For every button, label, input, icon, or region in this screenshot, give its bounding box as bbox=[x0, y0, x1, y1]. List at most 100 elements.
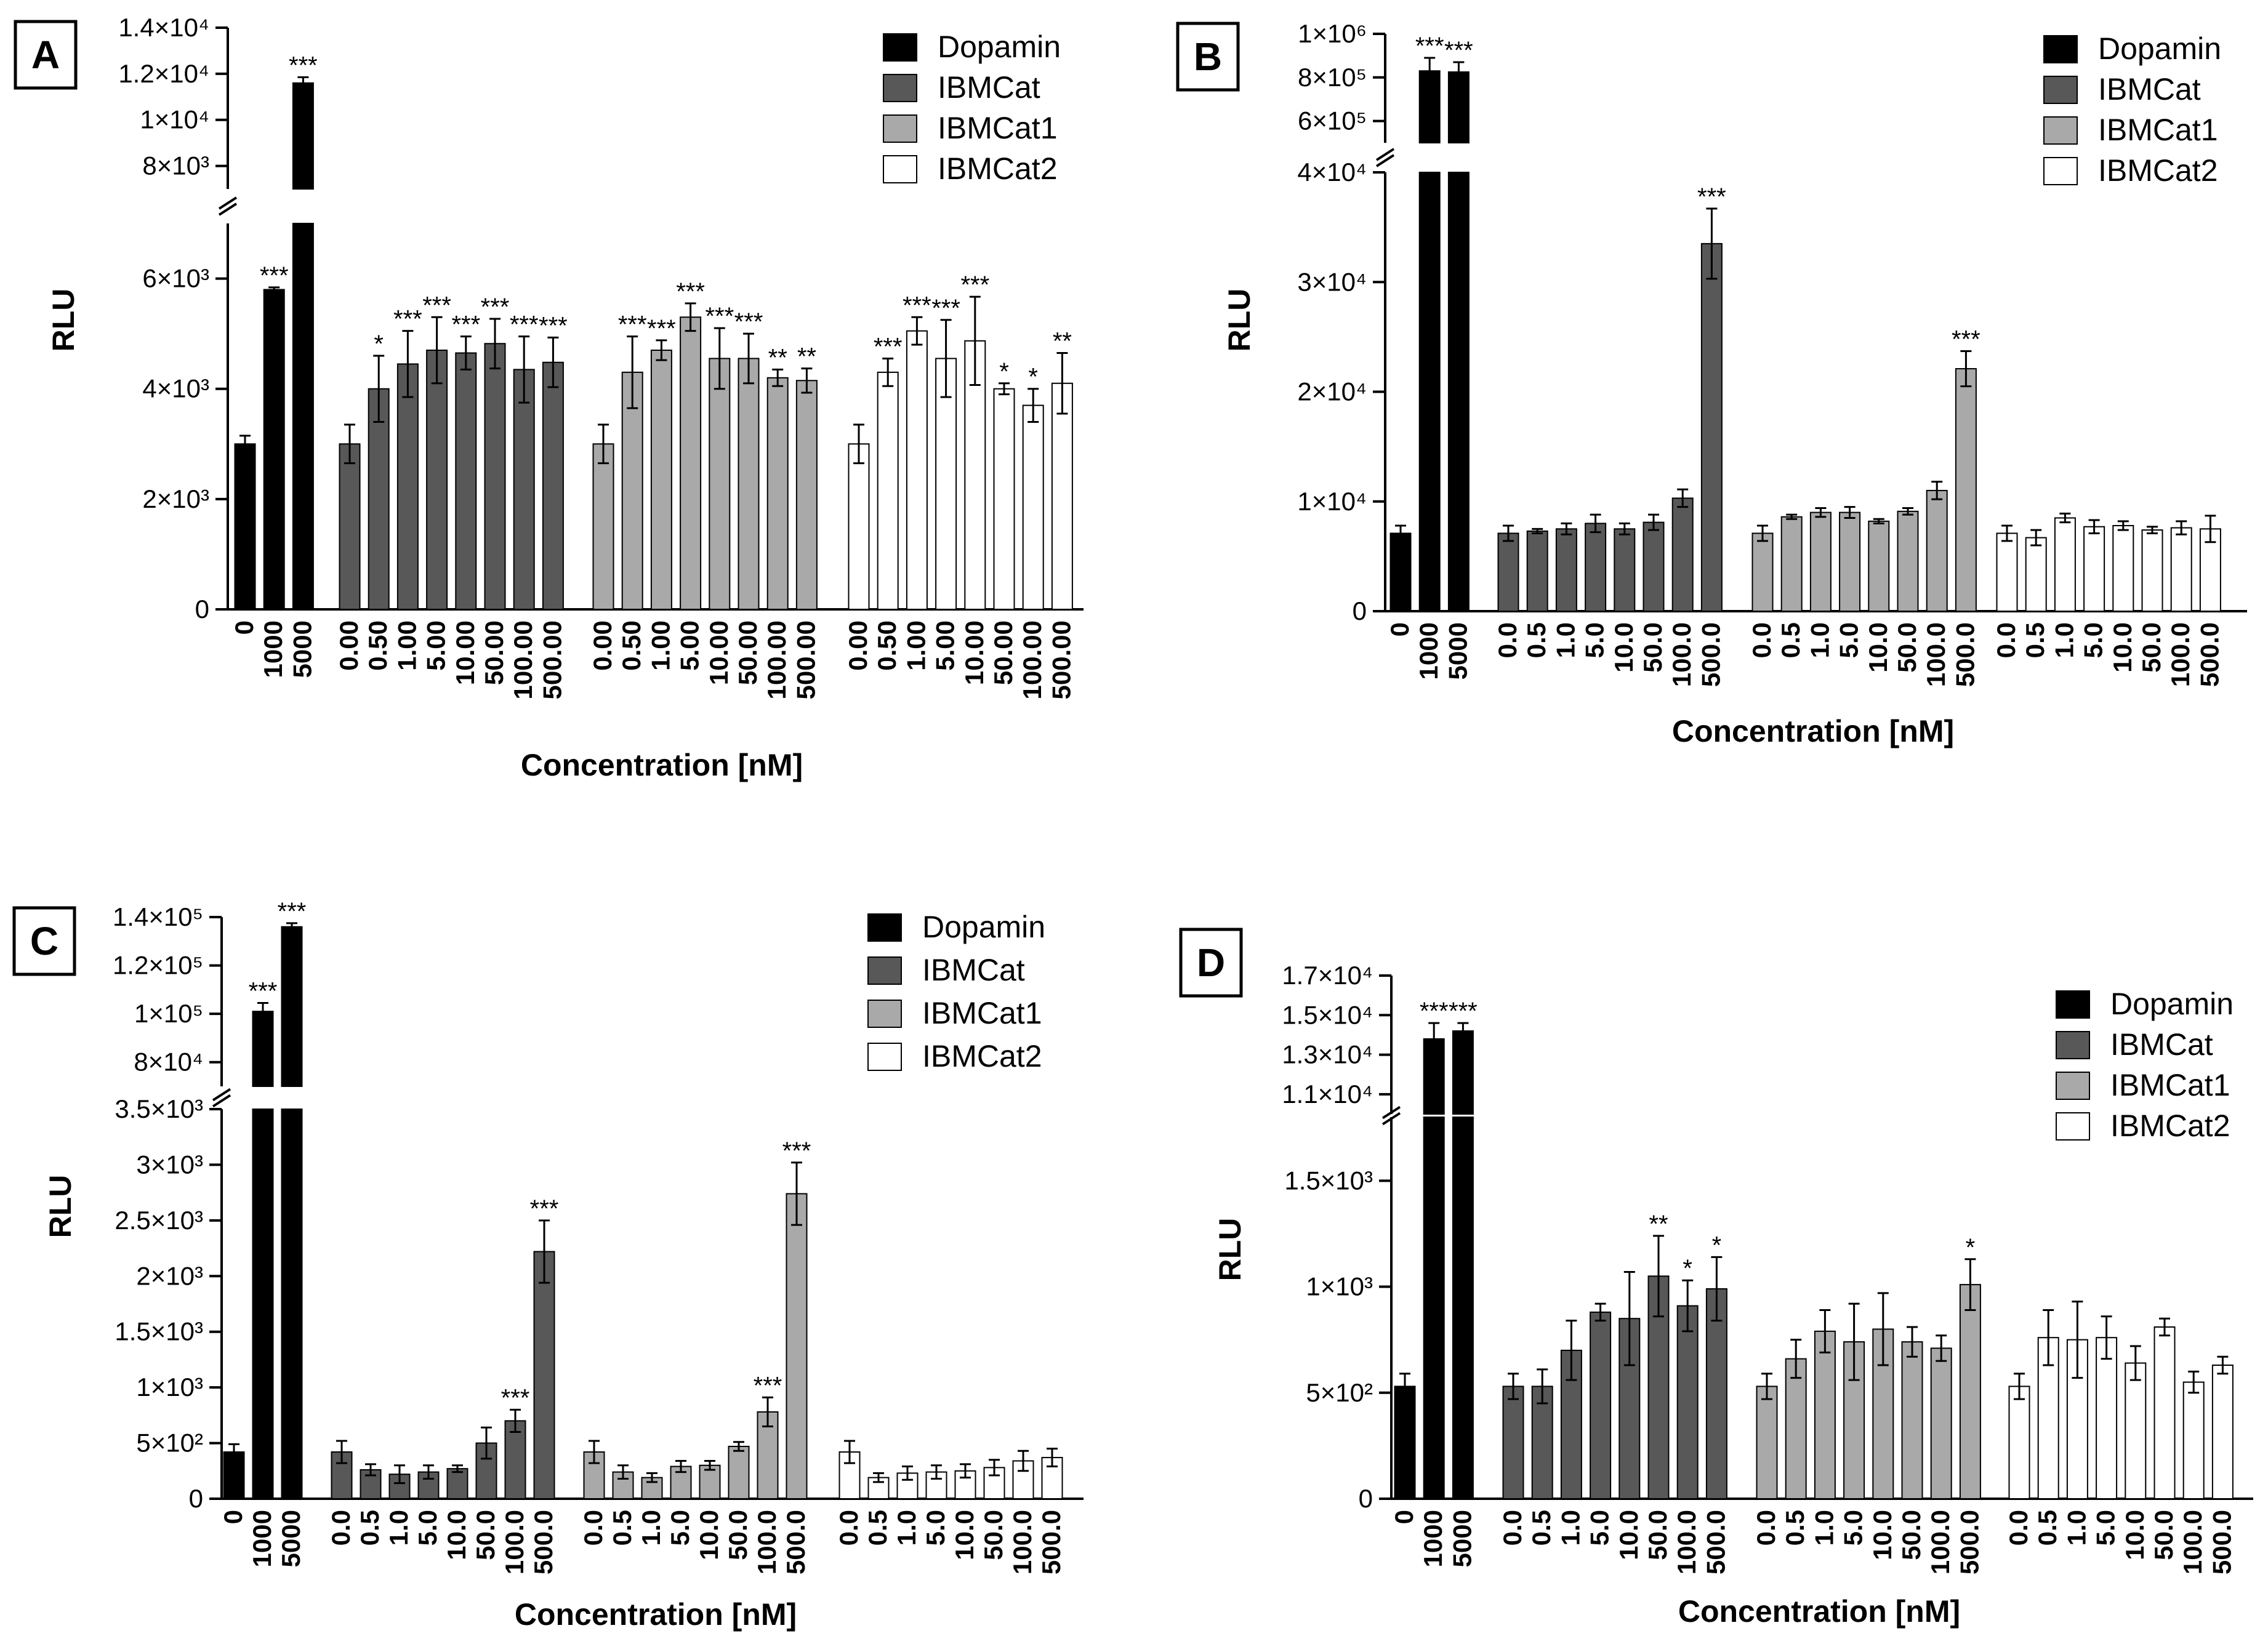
error-bar bbox=[452, 1464, 463, 1474]
bar bbox=[2008, 1385, 2030, 1499]
x-tick-label: 100.00 bbox=[509, 620, 537, 699]
x-tick-label: 1.00 bbox=[392, 620, 421, 671]
x-tick-label: 0.00 bbox=[843, 620, 872, 671]
error-bar bbox=[791, 1161, 802, 1226]
error-bar bbox=[1566, 1320, 1577, 1381]
error-bar bbox=[1453, 61, 1465, 83]
bar bbox=[2083, 526, 2105, 612]
bar-group-dopamin: 0 *** 1000 *** 5000 bbox=[1389, 998, 1478, 1567]
significance-stars: *** bbox=[451, 311, 480, 339]
error-bar bbox=[2176, 520, 2187, 535]
axis-break-mark bbox=[1375, 148, 1395, 161]
x-tick-label: 0.5 bbox=[1527, 1510, 1556, 1546]
y-tick-label: 1.4×10⁴ bbox=[118, 13, 209, 42]
y-tick-label: 1×10⁴ bbox=[140, 105, 209, 134]
panel-label-box bbox=[1176, 22, 1240, 92]
bar bbox=[1780, 516, 1803, 612]
significance-stars: *** bbox=[618, 311, 647, 339]
bar bbox=[1022, 404, 1044, 610]
x-tick-label: 5.0 bbox=[1839, 1510, 1868, 1546]
panel-label-box bbox=[12, 906, 76, 976]
x-tick-label: 1.0 bbox=[1551, 622, 1580, 658]
significance-stars: * bbox=[1712, 1232, 1722, 1259]
bar bbox=[2112, 524, 2134, 612]
bar bbox=[766, 377, 789, 610]
error-bar bbox=[685, 302, 696, 332]
y-tick-label: 0 bbox=[189, 1484, 203, 1513]
bar bbox=[2153, 1326, 2176, 1499]
x-tick-label: 10.0 bbox=[2120, 1510, 2149, 1560]
bar bbox=[1671, 497, 1694, 612]
legend-entry: IBMCat1 bbox=[938, 111, 1058, 145]
bar bbox=[738, 358, 760, 610]
error-bar bbox=[1844, 506, 1856, 519]
bar bbox=[1418, 172, 1441, 612]
error-bar bbox=[853, 423, 864, 465]
x-tick-label: 0.0 bbox=[1751, 1510, 1780, 1546]
legend-swatch bbox=[867, 1043, 902, 1071]
x-tick-label: 0 bbox=[230, 620, 259, 635]
x-tick-label: 0.0 bbox=[579, 1510, 608, 1546]
x-tick-label: 1.0 bbox=[1809, 1510, 1838, 1546]
bar bbox=[1614, 528, 1636, 612]
legend-entry: IBMCat2 bbox=[938, 151, 1058, 186]
bar bbox=[1756, 1385, 1778, 1499]
bar bbox=[1955, 368, 1977, 612]
significance-stars: *** bbox=[1952, 326, 1980, 353]
legend-entry: IBMCat bbox=[2098, 72, 2201, 106]
bar bbox=[263, 289, 285, 610]
bar bbox=[935, 358, 957, 610]
significance-stars: *** bbox=[931, 295, 960, 322]
error-bar bbox=[617, 1464, 629, 1480]
x-tick-label: 10.0 bbox=[950, 1510, 979, 1560]
error-bar bbox=[228, 1443, 239, 1461]
y-tick-label: 2×10³ bbox=[142, 484, 209, 513]
axis-break-mark bbox=[1375, 154, 1395, 167]
x-tick-label: 0.5 bbox=[863, 1510, 892, 1546]
y-tick-label: 2×10⁴ bbox=[1297, 377, 1367, 406]
chart-panel-b: B 0 1×10⁴ 2×10⁴ 3×10⁴ 4×10⁴ 6×10⁵ 8×10⁵ 1×10⁶ RLU… bbox=[1176, 19, 2247, 748]
x-tick-label: 0.5 bbox=[1776, 622, 1805, 658]
x-tick-label: 5000 bbox=[1447, 1510, 1476, 1567]
x-tick-label: 100.00 bbox=[762, 620, 791, 699]
error-bar bbox=[373, 355, 385, 423]
x-tick-label: 10.0 bbox=[1614, 1510, 1643, 1560]
significance-stars: *** bbox=[903, 292, 931, 319]
bar bbox=[1809, 511, 1832, 612]
x-tick-label: 0.5 bbox=[2021, 622, 2049, 658]
bar bbox=[1839, 511, 1861, 612]
error-bar bbox=[1964, 1258, 1976, 1311]
significance-stars: ** bbox=[1649, 1211, 1668, 1238]
error-bar bbox=[2030, 529, 2042, 547]
error-bar bbox=[2043, 1309, 2054, 1366]
y-tick-label: 4×10³ bbox=[142, 374, 209, 403]
error-bar bbox=[2159, 1317, 2170, 1337]
legend: Dopamin IBMCat IBMCat1 IBMCat2 bbox=[2043, 31, 2221, 188]
bar bbox=[426, 350, 448, 610]
error-bar bbox=[1537, 1368, 1548, 1405]
significance-stars: *** bbox=[481, 294, 510, 321]
error-bar bbox=[510, 1408, 521, 1433]
x-tick-label: 100.0 bbox=[1008, 1510, 1037, 1574]
error-bar bbox=[1623, 1270, 1635, 1366]
bar bbox=[786, 1193, 808, 1499]
error-bar bbox=[460, 335, 472, 371]
legend-entry: IBMCat bbox=[938, 70, 1040, 105]
bar bbox=[2096, 1337, 2118, 1499]
x-tick-label: 500.00 bbox=[791, 620, 820, 699]
y-axis-title: RLU bbox=[46, 289, 81, 352]
y-tick-label: 8×10⁵ bbox=[1298, 63, 1367, 92]
bar-group-ibmcat1: 0.0 0.5 1.0 5.0 10.0 50.0 *** 100.0 *** 500.0 bbox=[579, 1137, 811, 1574]
bar bbox=[1502, 1385, 1524, 1499]
error-bar bbox=[1424, 57, 1436, 85]
error-bar bbox=[675, 1460, 686, 1474]
x-tick-label: 1.0 bbox=[1805, 622, 1834, 658]
significance-stars: * bbox=[1966, 1234, 1976, 1261]
error-bar bbox=[1706, 207, 1718, 280]
y-tick-label: 0 bbox=[1353, 596, 1367, 625]
significance-stars: *** bbox=[782, 1137, 811, 1165]
x-tick-label: 50.0 bbox=[1643, 1510, 1672, 1560]
error-bar bbox=[999, 382, 1010, 396]
significance-stars: ** bbox=[768, 344, 787, 371]
bar bbox=[2054, 517, 2076, 612]
